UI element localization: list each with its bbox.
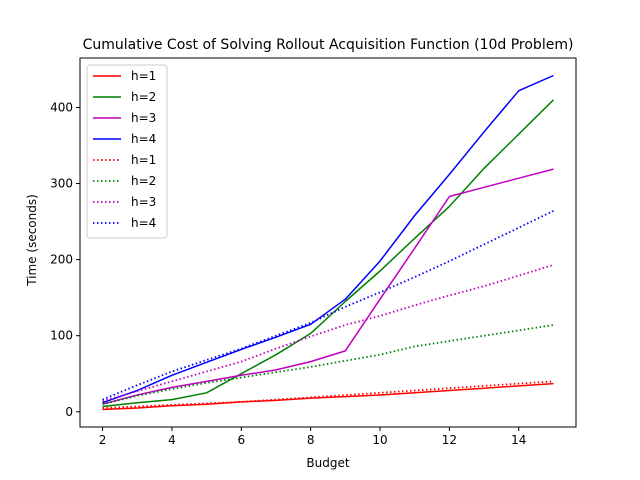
series-line-h3-solid [102,168,554,405]
y-ticks: 0 100 200 300 400 [50,100,80,419]
legend-label: h=3 [131,195,156,209]
y-tick-label: 300 [50,177,73,191]
x-tick-label: 4 [168,433,176,447]
x-tick-label: 10 [372,433,387,447]
legend-label: h=1 [131,153,156,167]
series-line-h2-solid [102,99,555,408]
x-tick-label: 6 [237,433,245,447]
y-tick-label: 100 [50,329,73,343]
y-tick-label: 200 [50,253,73,267]
legend-label: h=1 [131,69,156,83]
series-line-h4-dotted [102,210,554,401]
plot-area: 2 4 6 8 10 12 14 0 100 200 300 400 [50,57,577,447]
series-line-h1-solid [102,382,554,411]
series-line-h2-dotted [102,324,554,406]
x-ticks: 2 4 6 8 10 12 14 [99,427,526,447]
legend-box [86,64,168,239]
series-line-h1-dotted [102,380,554,409]
axes-frame [79,57,577,428]
legend-label: h=2 [131,174,156,188]
x-tick-label: 14 [511,433,526,447]
legend: h=1 h=2 h=3 h=4 h=1 h=2 h=3 h=4 [86,64,168,239]
legend-label: h=4 [131,216,156,230]
x-tick-label: 8 [307,433,315,447]
x-tick-label: 2 [99,433,107,447]
y-tick-label: 0 [65,405,73,419]
series-line-h3-dotted [102,264,554,402]
y-tick-label: 400 [50,100,73,114]
series-line-h4-solid [102,74,554,404]
x-tick-label: 12 [442,433,457,447]
x-axis-label: Budget [306,456,349,470]
legend-label: h=3 [131,111,156,125]
y-axis-label: Time (seconds) [25,194,39,287]
legend-label: h=2 [131,90,156,104]
chart-title: Cumulative Cost of Solving Rollout Acqui… [83,37,574,53]
legend-label: h=4 [131,132,156,146]
series-layer [102,74,555,411]
